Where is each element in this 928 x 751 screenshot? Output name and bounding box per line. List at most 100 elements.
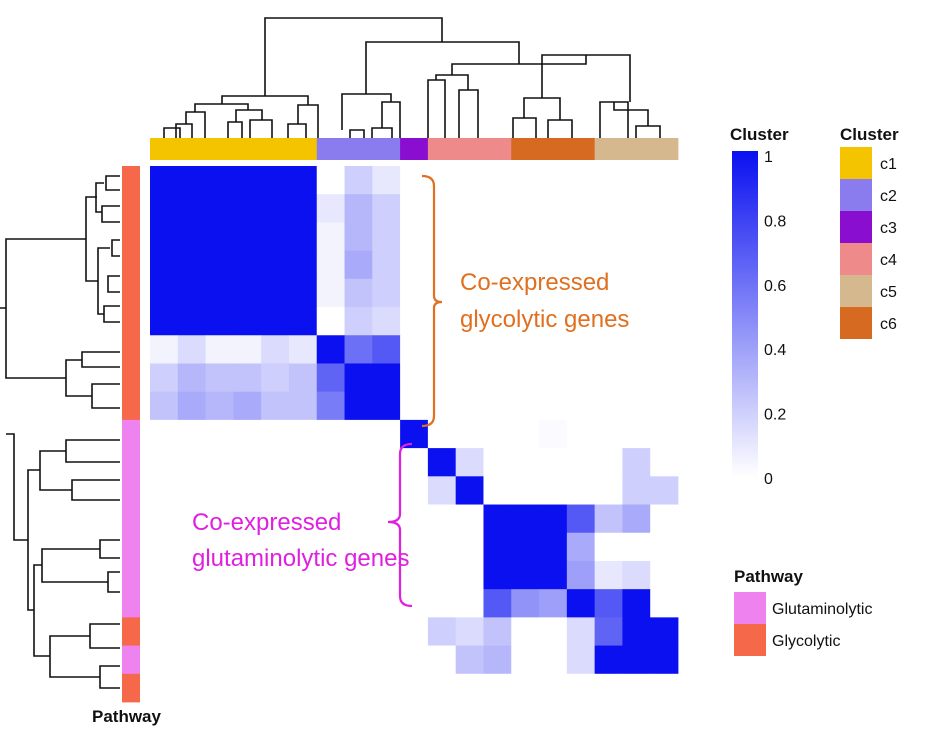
heatmap-cell bbox=[400, 532, 429, 562]
heatmap-cell bbox=[427, 476, 457, 505]
glycolytic-annotation-line1: Co-expressed bbox=[460, 269, 609, 296]
heatmap-cell bbox=[261, 560, 290, 590]
heatmap-cell bbox=[455, 250, 484, 280]
cluster-legend-swatch bbox=[840, 243, 872, 275]
heatmap-cell bbox=[400, 617, 429, 646]
heatmap-cell bbox=[511, 448, 540, 477]
heatmap-cell bbox=[427, 560, 457, 590]
heatmap-cell bbox=[650, 307, 679, 336]
heatmap-cell bbox=[483, 673, 512, 703]
column-cluster-cell bbox=[316, 138, 345, 160]
column-cluster-cell bbox=[150, 138, 179, 160]
heatmap-cell bbox=[539, 278, 568, 308]
column-cluster-cell bbox=[344, 138, 373, 160]
cluster-legend-swatch bbox=[840, 211, 872, 243]
heatmap-cell bbox=[427, 673, 457, 703]
column-cluster-bar bbox=[150, 138, 679, 160]
heatmap-cell bbox=[177, 476, 206, 505]
heatmap-cell bbox=[316, 419, 345, 449]
heatmap-cell bbox=[622, 476, 651, 505]
heatmap-cell bbox=[344, 250, 373, 280]
heatmap-cell bbox=[400, 504, 429, 534]
heatmap-cell bbox=[650, 278, 679, 308]
column-cluster-cell bbox=[511, 138, 540, 160]
heatmap-cell bbox=[261, 194, 290, 223]
heatmap-cell bbox=[372, 560, 401, 590]
heatmap-cell bbox=[539, 222, 568, 252]
heatmap-cell bbox=[650, 419, 679, 449]
heatmap-cell bbox=[594, 476, 623, 505]
heatmap-cell bbox=[150, 476, 179, 505]
heatmap-cell bbox=[205, 278, 234, 308]
heatmap-cell bbox=[233, 166, 262, 195]
heatmap-cell bbox=[372, 532, 401, 562]
heatmap-cell bbox=[594, 391, 623, 421]
heatmap-cell bbox=[233, 363, 262, 393]
row-pathway-cell bbox=[122, 532, 140, 562]
colorbar-tick-label: 0.2 bbox=[764, 407, 786, 424]
heatmap-cell bbox=[427, 250, 457, 280]
heatmap-cell bbox=[594, 645, 623, 675]
heatmap-cell bbox=[288, 419, 318, 449]
heatmap-cell bbox=[511, 307, 540, 336]
heatmap-cell bbox=[566, 448, 596, 477]
heatmap-cell bbox=[483, 391, 512, 421]
heatmap-cell bbox=[372, 645, 401, 675]
heatmap-cell bbox=[316, 560, 345, 590]
heatmap-cell bbox=[150, 673, 179, 703]
heatmap-cell bbox=[539, 448, 568, 477]
row-pathway-cell bbox=[122, 166, 140, 195]
row-pathway-cell bbox=[122, 307, 140, 336]
heatmap-cell bbox=[622, 673, 651, 703]
cluster-legend-label: c2 bbox=[880, 188, 897, 205]
heatmap-cell bbox=[177, 617, 206, 646]
heatmap-cell bbox=[177, 166, 206, 195]
column-cluster-cell bbox=[288, 138, 318, 160]
heatmap-cell bbox=[511, 166, 540, 195]
heatmap-cell bbox=[372, 589, 401, 618]
heatmap-cell bbox=[344, 645, 373, 675]
heatmap-cell bbox=[261, 250, 290, 280]
heatmap-cell bbox=[622, 645, 651, 675]
heatmap-cell bbox=[344, 589, 373, 618]
heatmap-cell bbox=[316, 307, 345, 336]
heatmap-cell bbox=[455, 617, 484, 646]
heatmap-cell bbox=[344, 166, 373, 195]
heatmap-cell bbox=[594, 673, 623, 703]
colorbar-tick-label: 1 bbox=[764, 149, 773, 166]
heatmap-cell bbox=[233, 391, 262, 421]
heatmap-cell bbox=[288, 278, 318, 308]
heatmap-cell bbox=[316, 363, 345, 393]
heatmap-cell bbox=[288, 673, 318, 703]
row-pathway-cell bbox=[122, 391, 140, 421]
heatmap-cell bbox=[205, 560, 234, 590]
heatmap-cell bbox=[622, 391, 651, 421]
heatmap-cell bbox=[594, 307, 623, 336]
glutaminolytic-bracket bbox=[387, 442, 413, 608]
cluster-legend-swatch bbox=[840, 275, 872, 307]
heatmap-cell bbox=[483, 278, 512, 308]
heatmap-cell bbox=[344, 617, 373, 646]
heatmap-cell bbox=[455, 222, 484, 252]
heatmap-cell bbox=[400, 194, 429, 223]
heatmap-cell bbox=[177, 363, 206, 393]
heatmap-cell bbox=[372, 391, 401, 421]
colorbar-title: Cluster bbox=[730, 125, 789, 144]
column-cluster-cell bbox=[566, 138, 596, 160]
column-cluster-cell bbox=[622, 138, 651, 160]
heatmap-cell bbox=[288, 476, 318, 505]
heatmap-cell bbox=[400, 307, 429, 336]
heatmap-cell bbox=[150, 222, 179, 252]
heatmap-cell bbox=[288, 448, 318, 477]
heatmap-cell bbox=[288, 363, 318, 393]
heatmap-cell bbox=[261, 307, 290, 336]
heatmap-cell bbox=[511, 532, 540, 562]
heatmap-cell bbox=[316, 673, 345, 703]
heatmap-cell bbox=[594, 194, 623, 223]
row-pathway-cell bbox=[122, 589, 140, 618]
heatmap-cell bbox=[205, 617, 234, 646]
heatmap-cell bbox=[427, 448, 457, 477]
heatmap-cell bbox=[566, 363, 596, 393]
heatmap-cell bbox=[566, 673, 596, 703]
heatmap-cell bbox=[622, 335, 651, 364]
